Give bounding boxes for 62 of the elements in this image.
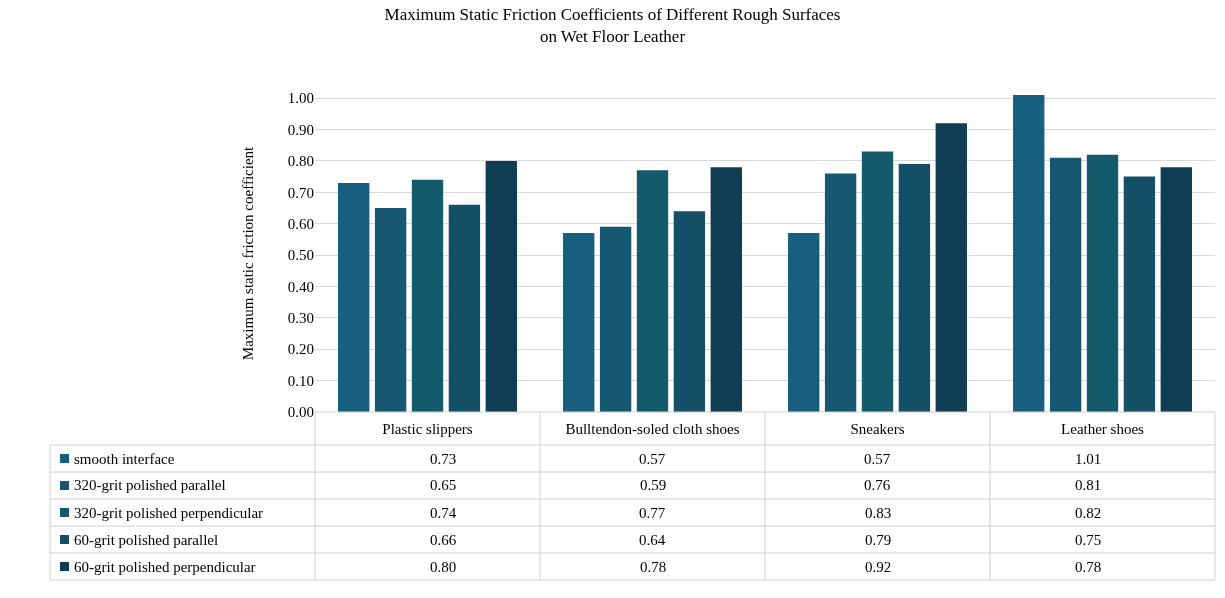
bar xyxy=(1013,95,1045,412)
bar xyxy=(599,226,632,412)
data-label: 0.65 xyxy=(430,477,457,493)
y-tick-label: 1.00 xyxy=(287,90,314,107)
y-tick-label: 0.20 xyxy=(287,341,314,358)
data-label: 0.66 xyxy=(430,532,457,548)
x-tick-label: Sneakers xyxy=(850,421,905,437)
y-tick-label: 0.10 xyxy=(287,372,314,389)
bar xyxy=(563,233,595,412)
bar xyxy=(338,182,370,412)
legend-label: 60-grit polished parallel xyxy=(74,532,219,548)
data-label: 0.74 xyxy=(430,505,457,521)
data-label: 0.59 xyxy=(640,477,667,493)
data-label: 0.57 xyxy=(639,451,666,467)
bar xyxy=(1049,157,1082,412)
data-label: 0.57 xyxy=(864,451,891,467)
data-label: 0.64 xyxy=(639,532,666,548)
y-tick-label: 0.40 xyxy=(287,278,314,295)
bar xyxy=(673,211,706,412)
data-label: 0.83 xyxy=(865,505,892,521)
bar xyxy=(1160,167,1192,412)
legend-label: smooth interface xyxy=(74,451,175,467)
bar xyxy=(636,170,669,412)
bar xyxy=(1123,176,1156,412)
data-label: 0.76 xyxy=(864,477,891,493)
data-label: 0.79 xyxy=(865,532,892,548)
y-tick-label: 0.70 xyxy=(287,184,314,201)
y-tick-label: 0.90 xyxy=(287,121,314,138)
x-tick-label: Leather shoes xyxy=(1061,421,1145,437)
bar xyxy=(1086,154,1119,412)
bar xyxy=(788,233,820,412)
bar xyxy=(935,123,967,412)
bar xyxy=(898,164,931,412)
bar xyxy=(861,151,894,412)
chart-title: Maximum Static Friction Coefficients of Different Rough Surfaces on Wet Floor Leather xyxy=(384,5,841,47)
data-label: 0.78 xyxy=(640,559,667,575)
data-label: 0.82 xyxy=(1075,505,1102,521)
legend-label: 60-grit polished perpendicular xyxy=(74,559,256,575)
data-label: 0.81 xyxy=(1075,477,1102,493)
y-tick-label: 0.00 xyxy=(287,404,314,421)
x-tick-label: Plastic slippers xyxy=(382,421,473,437)
data-label: 0.78 xyxy=(1075,559,1102,575)
bar xyxy=(710,167,742,412)
data-label: 0.92 xyxy=(865,559,892,575)
x-tick-label: Bulltendon-soled cloth shoes xyxy=(565,421,740,437)
data-label: 0.75 xyxy=(1075,532,1102,548)
bar xyxy=(485,160,517,412)
legend-label: 320-grit polished parallel xyxy=(74,477,226,493)
data-label: 1.01 xyxy=(1075,451,1102,467)
y-tick-label: 0.30 xyxy=(287,310,314,327)
legend-label: 320-grit polished perpendicular xyxy=(74,505,264,521)
y-tick-label: 0.60 xyxy=(287,215,314,232)
data-label: 0.73 xyxy=(430,451,457,467)
bar xyxy=(824,173,857,412)
data-label: 0.77 xyxy=(639,505,666,521)
y-tick-label: 0.50 xyxy=(287,247,314,264)
y-tick-label: 0.80 xyxy=(287,153,314,170)
bar xyxy=(411,179,444,412)
bar xyxy=(374,207,407,412)
bar xyxy=(448,204,481,412)
data-label: 0.80 xyxy=(430,559,457,575)
y-axis-title: Maximum static friction coefficient xyxy=(240,145,256,361)
